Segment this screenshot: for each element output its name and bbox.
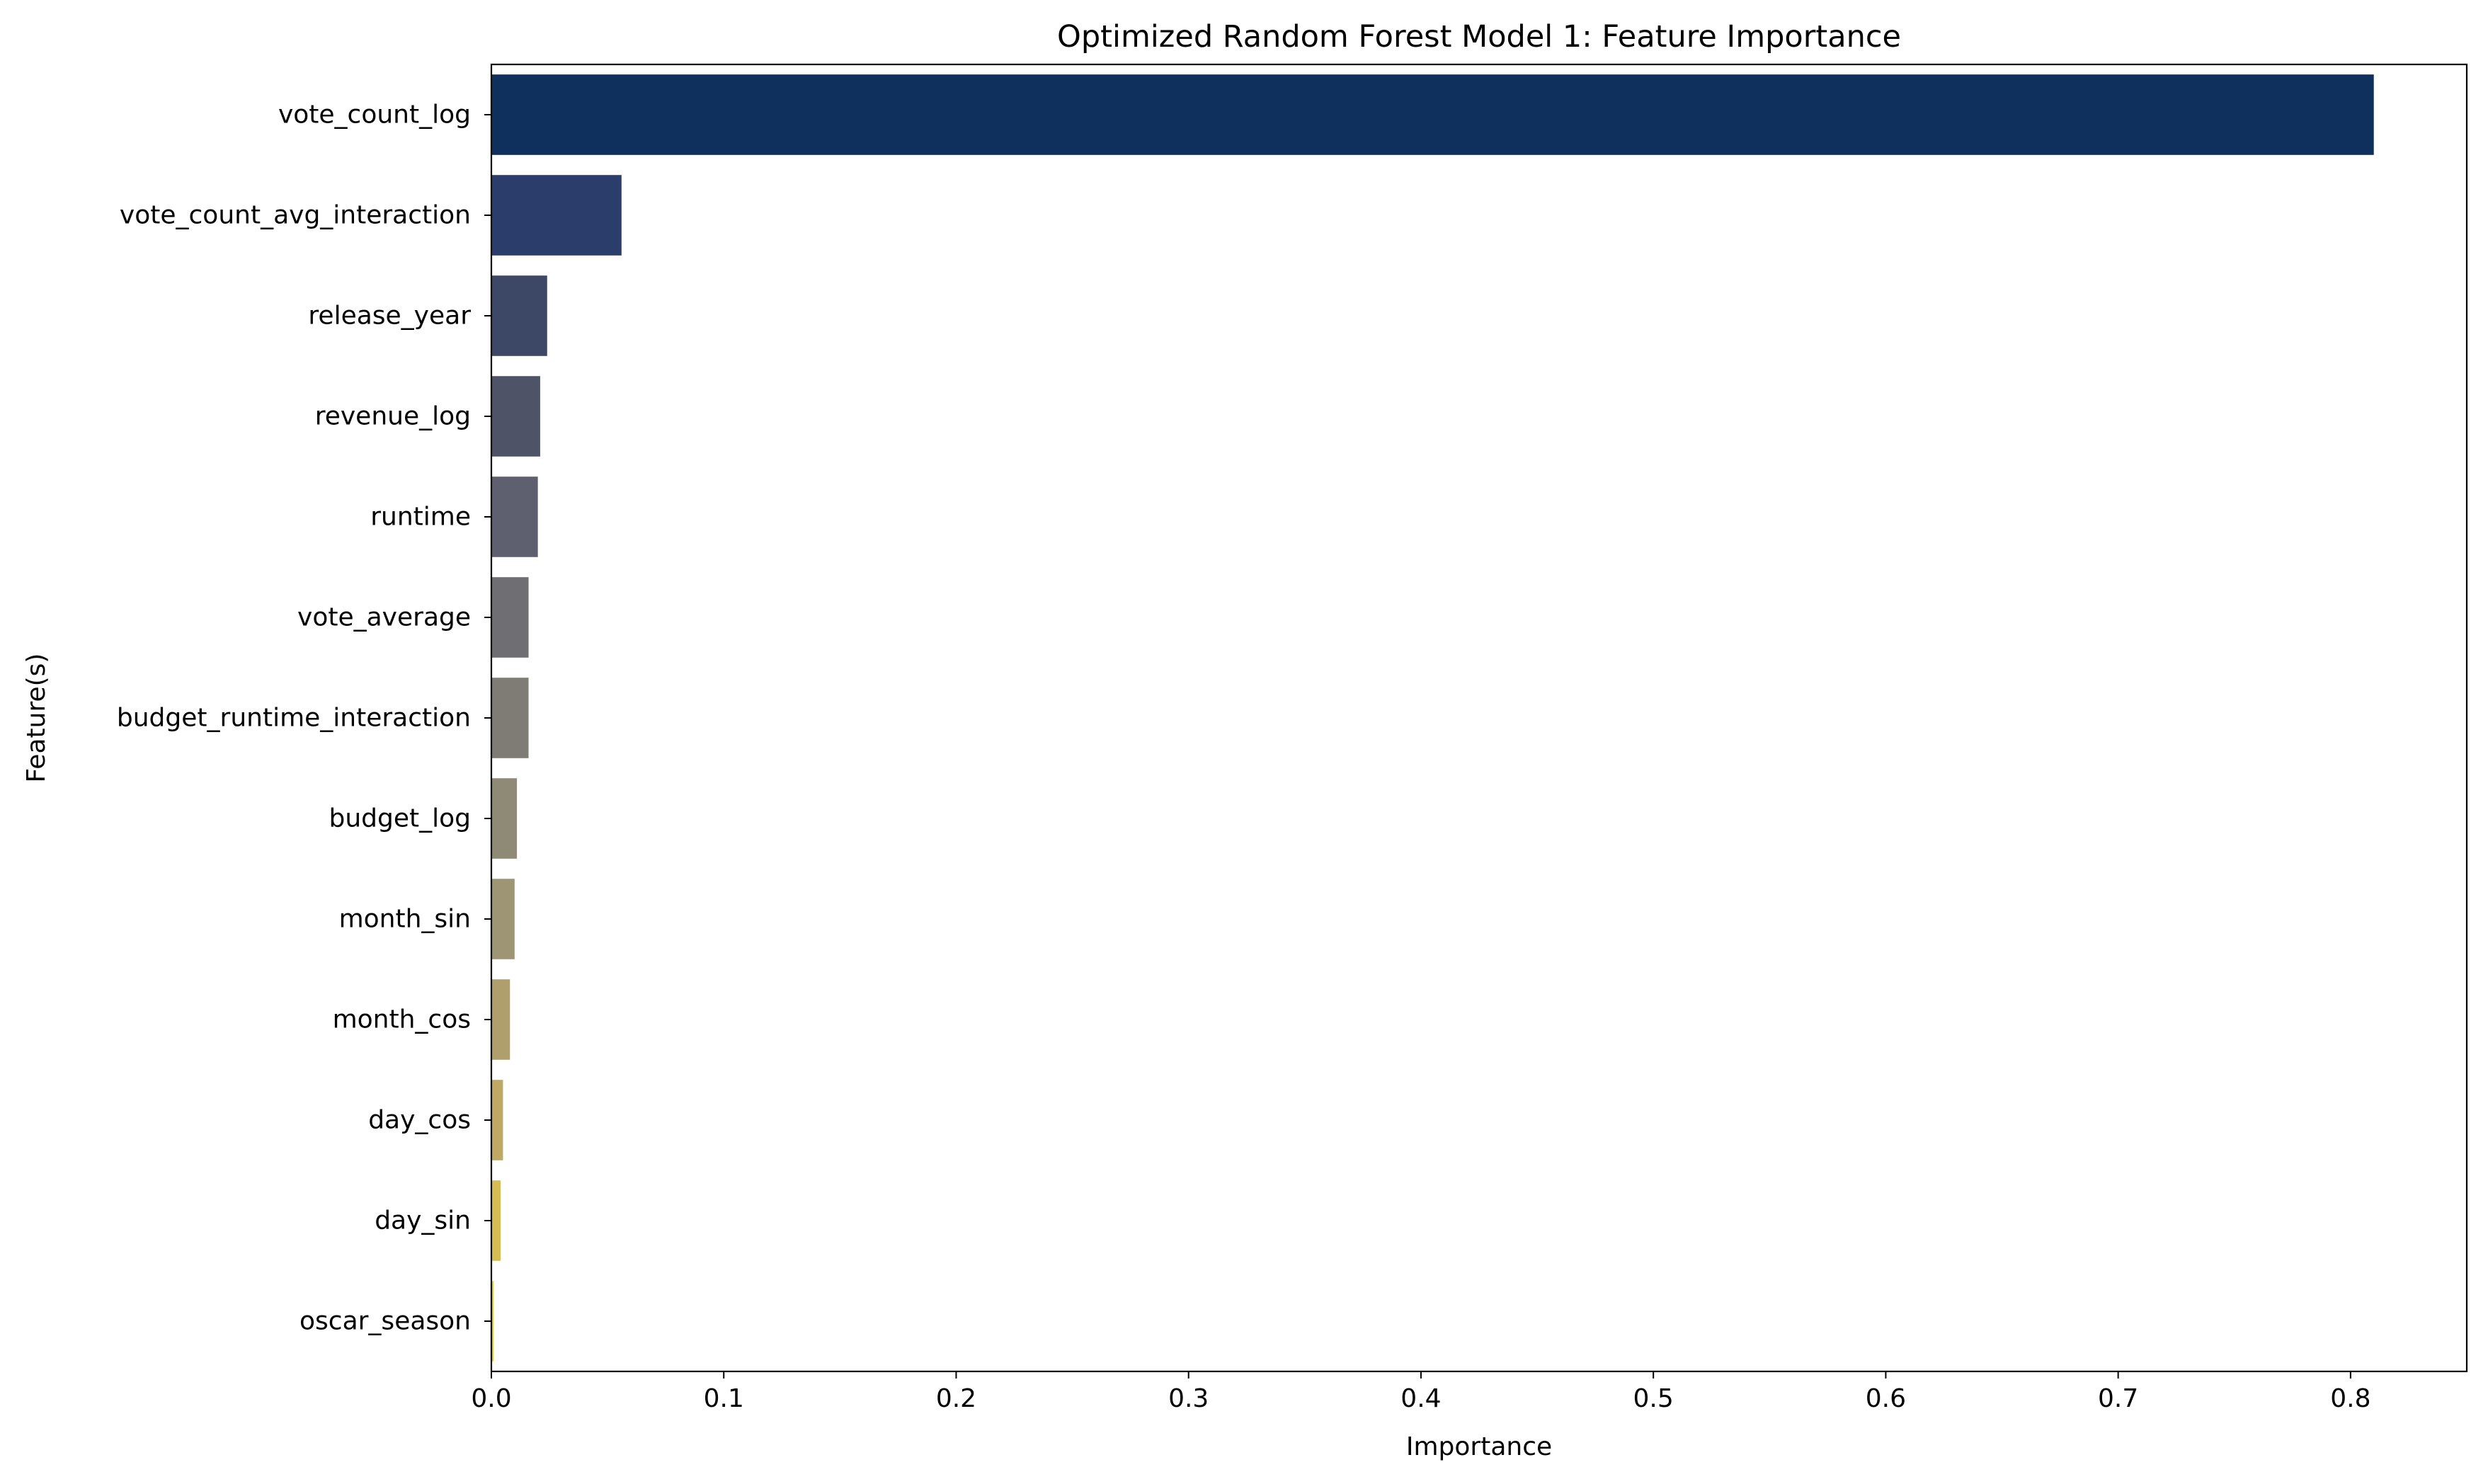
bar-vote-average [491, 577, 529, 658]
x-axis-label: Importance [1406, 1432, 1552, 1461]
bar-vote-count-avg-interaction [491, 175, 622, 256]
bar-budget-runtime-interaction [491, 678, 529, 758]
bar-release-year [491, 275, 547, 356]
bar-month-sin [491, 879, 515, 959]
y-tick-label: vote_count_log [278, 101, 471, 130]
x-tick-label: 0.2 [936, 1384, 976, 1413]
y-tick-label: budget_runtime_interaction [117, 704, 471, 733]
chart-title: Optimized Random Forest Model 1: Feature… [1057, 19, 1901, 55]
y-tick-label: month_cos [333, 1005, 471, 1034]
y-tick-label: month_sin [339, 905, 471, 934]
bar-day-cos [491, 1080, 503, 1160]
y-tick-label: day_sin [375, 1206, 471, 1235]
y-tick-label: budget_log [329, 804, 471, 833]
plot-frame [490, 63, 2468, 1373]
bar-day-sin [491, 1180, 501, 1261]
y-tick-label: day_cos [368, 1106, 471, 1135]
y-axis-label: Feature(s) [22, 653, 51, 783]
x-tick-label: 0.1 [704, 1384, 744, 1413]
bar-month-cos [491, 979, 510, 1060]
bar-vote-count-log [491, 74, 2374, 155]
bar-oscar-season [491, 1281, 494, 1362]
y-tick-label: release_year [308, 302, 471, 331]
x-tick-label: 0.4 [1400, 1384, 1441, 1413]
x-tick-label: 0.6 [1866, 1384, 1906, 1413]
y-tick-label: runtime [370, 503, 471, 532]
x-tick-label: 0.0 [471, 1384, 511, 1413]
x-tick-label: 0.5 [1633, 1384, 1674, 1413]
x-tick-label: 0.8 [2330, 1384, 2370, 1413]
y-tick-label: vote_count_avg_interaction [120, 201, 471, 230]
bar-revenue-log [491, 376, 540, 457]
y-ticks-layer: vote_count_log vote_count_avg_interaction… [117, 101, 491, 1336]
x-tick-label: 0.3 [1168, 1384, 1209, 1413]
bar-budget-log [491, 778, 518, 859]
bars-layer [491, 74, 2374, 1362]
x-ticks-layer: 0.0 0.1 0.2 0.3 0.4 0.5 0.6 0.7 0.8 [471, 1371, 2371, 1413]
y-tick-label: revenue_log [315, 402, 471, 431]
x-tick-label: 0.7 [2098, 1384, 2138, 1413]
bar-runtime [491, 476, 538, 557]
y-tick-label: vote_average [297, 603, 471, 632]
y-tick-label: oscar_season [299, 1307, 471, 1336]
